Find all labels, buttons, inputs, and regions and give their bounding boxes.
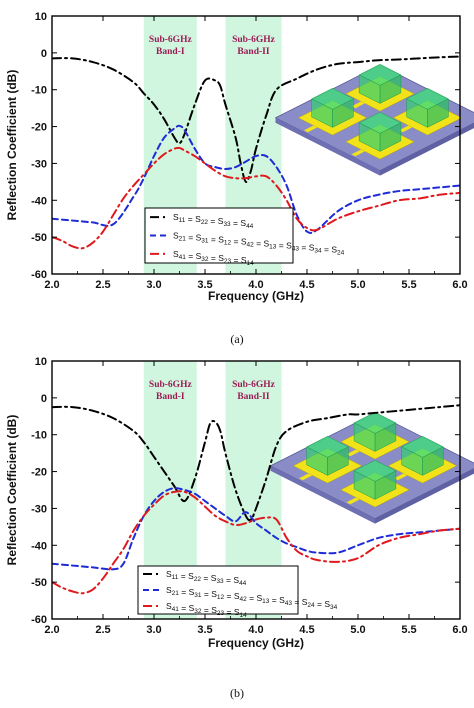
band-label-line1: Sub-6GHz bbox=[149, 35, 193, 45]
band-label-line1: Sub-6GHz bbox=[232, 35, 276, 45]
antenna-model-illustration bbox=[274, 63, 474, 176]
x-tick-label: 2.5 bbox=[95, 624, 110, 636]
substrate-edge bbox=[375, 468, 474, 524]
y-tick-label: 10 bbox=[35, 356, 47, 368]
legend-label-2: S21 = S31 = S12 = S42 = S13 = S43 = S34 … bbox=[173, 231, 345, 257]
x-tick-label: 4.0 bbox=[248, 624, 263, 636]
dra-side bbox=[406, 98, 428, 128]
x-tick-label: 4.5 bbox=[299, 624, 314, 636]
x-tick-label: 3.0 bbox=[146, 624, 161, 636]
substrate-edge bbox=[270, 465, 375, 524]
y-tick-label: -60 bbox=[31, 269, 47, 281]
legend-label-1: S11 = S22 = S33 = S44 bbox=[166, 569, 247, 587]
y-axis-title: Reflection Coefficient (dB) bbox=[5, 415, 19, 566]
x-tick-label: 2.5 bbox=[95, 279, 110, 291]
panel-label-b: (b) bbox=[230, 686, 244, 700]
y-tick-label: -10 bbox=[31, 85, 47, 97]
panel-label-a: (a) bbox=[230, 332, 243, 346]
legend-label-2: S21 = S31 = S12 = S42 = S13 = S43 = S24 … bbox=[166, 585, 338, 611]
x-tick-label: 5.0 bbox=[350, 279, 365, 291]
band-label-line2: Band-II bbox=[237, 47, 270, 57]
feed-line bbox=[346, 449, 360, 457]
x-tick-label: 4.5 bbox=[299, 279, 314, 291]
y-tick-label: -30 bbox=[31, 158, 47, 170]
dra-side bbox=[353, 470, 376, 500]
feed-line bbox=[399, 125, 413, 133]
legend-box bbox=[144, 207, 294, 264]
y-tick-label: -50 bbox=[31, 577, 47, 589]
x-tick-label: 6.0 bbox=[452, 624, 467, 636]
axis-ticks: 2.0 2.5 3.0 3.5 4.0 4.5 5.0 5.5 6.0 10 0 -10 -20 -30 -… bbox=[31, 11, 468, 291]
x-tick-label: 5.5 bbox=[401, 624, 416, 636]
y-tick-label: -40 bbox=[31, 540, 47, 552]
x-tick-label: 3.5 bbox=[197, 624, 212, 636]
legend-box bbox=[137, 565, 299, 615]
dra-side bbox=[358, 122, 381, 152]
y-tick-label: 10 bbox=[35, 11, 47, 23]
band-label-line2: Band-II bbox=[237, 392, 270, 402]
series-line-3 bbox=[52, 146, 460, 250]
series-curves bbox=[52, 55, 460, 250]
x-tick-label: 3.5 bbox=[197, 279, 212, 291]
dra-side bbox=[311, 98, 333, 128]
dra-side bbox=[353, 422, 376, 452]
feed-line bbox=[299, 473, 313, 481]
y-tick-label: -20 bbox=[31, 467, 47, 479]
feed-line bbox=[346, 497, 360, 505]
feed-line bbox=[394, 473, 408, 481]
y-tick-label: -10 bbox=[31, 430, 47, 442]
y-tick-label: -20 bbox=[31, 122, 47, 134]
series-line-1 bbox=[52, 55, 460, 183]
y-tick-label: -60 bbox=[31, 614, 47, 626]
x-tick-label: 6.0 bbox=[452, 279, 467, 291]
dra-side bbox=[358, 74, 381, 104]
chart-panel-a: Sub-6GHz Band-I Sub-6GHz Band-II 2.0 2.5 3.0 3… bbox=[5, 11, 474, 346]
band-label-line1: Sub-6GHz bbox=[149, 380, 193, 390]
series-line-2 bbox=[52, 487, 460, 571]
x-axis-title: Frequency (GHz) bbox=[208, 289, 304, 303]
y-tick-label: 0 bbox=[41, 393, 47, 405]
dra-side bbox=[401, 446, 423, 476]
x-tick-label: 3.0 bbox=[146, 279, 161, 291]
dra-side bbox=[306, 446, 328, 476]
y-axis-title: Reflection Coefficient (dB) bbox=[5, 70, 19, 221]
band-labels: Sub-6GHz Band-I Sub-6GHz Band-II bbox=[149, 35, 276, 57]
y-tick-label: -50 bbox=[31, 232, 47, 244]
x-tick-label: 2.0 bbox=[44, 279, 59, 291]
antenna-model-illustration bbox=[269, 411, 474, 524]
legend-label-3: S41 = S32 = S23 = S14 bbox=[173, 249, 254, 267]
series-line-2 bbox=[52, 124, 460, 234]
band-label-line2: Band-I bbox=[156, 392, 185, 402]
y-tick-label: 0 bbox=[41, 48, 47, 60]
feed-line bbox=[304, 125, 318, 133]
series-line-1 bbox=[52, 404, 460, 522]
series-line-3 bbox=[52, 490, 460, 595]
legend-label-3: S41 = S32 = S23 = S14 bbox=[166, 601, 247, 619]
legend-label-1: S11 = S22 = S33 = S44 bbox=[173, 212, 254, 230]
x-tick-label: 2.0 bbox=[44, 624, 59, 636]
axis-ticks: 2.0 2.5 3.0 3.5 4.0 4.5 5.0 5.5 6.0 10 0 -10 -20 -30 -… bbox=[31, 356, 468, 636]
feed-line bbox=[351, 101, 365, 109]
y-tick-label: -40 bbox=[31, 195, 47, 207]
chart-panel-b: Sub-6GHz Band-I Sub-6GHz Band-II 2.0 2.5 3.0 3… bbox=[5, 356, 474, 700]
x-axis-title: Frequency (GHz) bbox=[208, 636, 304, 650]
x-tick-label: 5.0 bbox=[350, 624, 365, 636]
x-tick-label: 5.5 bbox=[401, 279, 416, 291]
substrate-edge bbox=[275, 117, 380, 176]
feed-line bbox=[351, 149, 365, 157]
band-label-line1: Sub-6GHz bbox=[232, 380, 276, 390]
series-curves bbox=[52, 404, 460, 595]
x-tick-label: 4.0 bbox=[248, 279, 263, 291]
band-labels: Sub-6GHz Band-I Sub-6GHz Band-II bbox=[149, 380, 276, 402]
substrate-edge bbox=[380, 123, 474, 176]
y-tick-label: -30 bbox=[31, 503, 47, 515]
band-label-line2: Band-I bbox=[156, 47, 185, 57]
